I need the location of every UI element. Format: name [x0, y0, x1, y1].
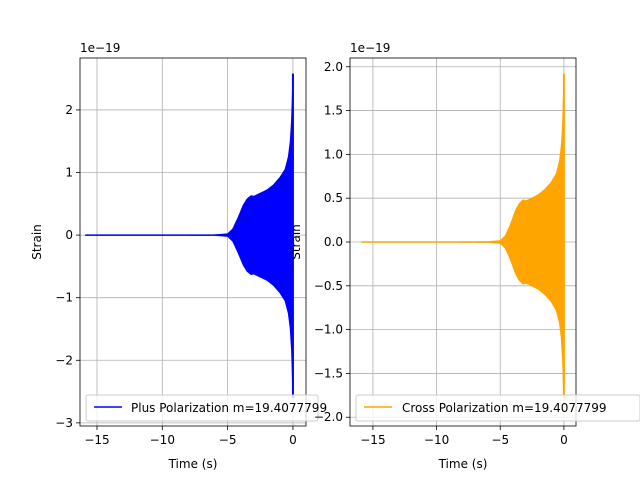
legend-right: Cross Polarization m=19.4077799 — [355, 394, 640, 422]
x-tick-label: 0 — [560, 433, 568, 447]
y-tick-label: −1.5 — [314, 366, 343, 380]
x-tick-label: −5 — [491, 433, 509, 447]
legend-box-left — [85, 394, 319, 422]
x-tick-label: 0 — [289, 433, 297, 447]
y-tick-label: −3 — [55, 416, 73, 430]
y-tick-label: −0.5 — [314, 279, 343, 293]
offset-text-right: 1e−19 — [350, 41, 390, 55]
legend-left: Plus Polarization m=19.4077799 — [85, 394, 327, 422]
y-tick-label: −1 — [55, 291, 73, 305]
x-axis-label-right: Time (s) — [438, 457, 488, 471]
y-tick-label: 1.5 — [324, 104, 343, 118]
x-tick-label: −10 — [150, 433, 175, 447]
y-ticks-left: −3 −2 −1 0 1 2 — [55, 103, 80, 430]
x-ticks-left: −15 −10 −5 0 — [84, 426, 297, 447]
offset-text-left: 1e−19 — [80, 41, 120, 55]
y-tick-label: 0 — [65, 228, 73, 242]
y-ticks-right: −2.0 −1.5 −1.0 −0.5 0.0 0.5 1.0 1.5 2.0 — [314, 60, 350, 424]
series-cross-polarization — [361, 73, 565, 411]
y-axis-label-right: Strain — [289, 224, 303, 260]
x-tick-label: −10 — [424, 433, 449, 447]
y-tick-label: 1 — [65, 166, 73, 180]
x-axis-label-left: Time (s) — [168, 457, 218, 471]
y-tick-label: 1.0 — [324, 147, 343, 161]
y-axis-label-left: Strain — [30, 224, 44, 260]
legend-label-cross: Cross Polarization m=19.4077799 — [402, 401, 607, 415]
y-tick-label: −2.0 — [314, 410, 343, 424]
legend-label-plus: Plus Polarization m=19.4077799 — [131, 401, 327, 415]
plot-right: −15 −10 −5 0 −2.0 −1.5 −1.0 −0.5 0.0 0.5 1.0 1.5 2.… — [289, 41, 640, 471]
x-tick-label: −15 — [84, 433, 109, 447]
y-tick-label: −1.0 — [314, 323, 343, 337]
y-tick-label: 0.5 — [324, 191, 343, 205]
legend-box-right — [355, 394, 640, 422]
y-tick-label: 2.0 — [324, 60, 343, 74]
series-plus-polarization — [85, 73, 294, 398]
y-tick-label: 0.0 — [324, 235, 343, 249]
x-tick-label: −5 — [219, 433, 237, 447]
y-tick-label: 2 — [65, 103, 73, 117]
x-ticks-right: −15 −10 −5 0 — [360, 426, 568, 447]
axes-frame-left — [79, 57, 307, 427]
y-tick-label: −2 — [55, 353, 73, 367]
x-tick-label: −15 — [360, 433, 385, 447]
